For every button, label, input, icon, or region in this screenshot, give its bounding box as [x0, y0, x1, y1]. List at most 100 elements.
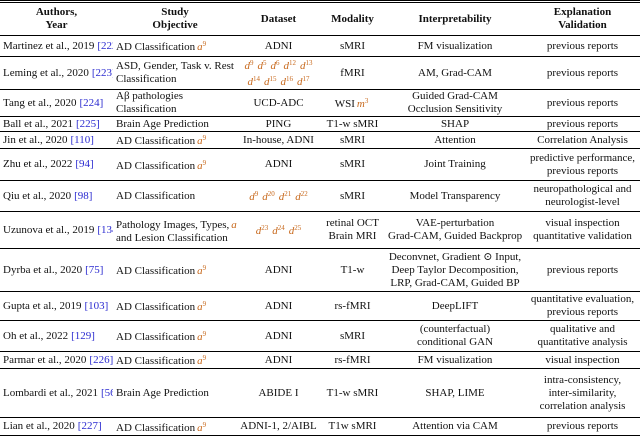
citation: [94] [75, 158, 93, 170]
citation: [227] [78, 420, 102, 432]
cell-line: quantitative analysis [528, 336, 637, 349]
cell-line: neuropathological and [528, 183, 637, 196]
cell-line: inter-similarity, [528, 387, 637, 400]
cell-text: Gupta et al., 2019 [3, 300, 82, 312]
author-cell: Zhu et al., 2022[94] [0, 149, 113, 181]
author-cell: Tang et al., 2020[224] [0, 90, 113, 117]
table-row: Lombardi et al., 2021[56]Brain Age Predi… [0, 369, 640, 418]
cell-text: SHAP, LIME [425, 387, 484, 399]
marker-index: 25 [294, 224, 301, 232]
table-row: Leming et al., 2020[223]ASD, Gender, Tas… [0, 57, 640, 90]
dataset-cell: ADNI [237, 352, 320, 369]
cell-line: In-house, ADNI [240, 134, 317, 147]
cell-line: Jin et al., 2020[110] [3, 134, 110, 147]
marker-index: 9 [203, 264, 207, 272]
cell-text: qualitative and [550, 323, 615, 335]
author-cell: Oh et al., 2022[129] [0, 321, 113, 352]
modality-cell: sMRI [320, 36, 385, 57]
cell-text: Ball et al., 2021 [3, 118, 73, 130]
marker: a9 [197, 41, 206, 53]
interpretability-cell: SHAP, LIME [385, 369, 525, 418]
cell-line: visual inspection [528, 217, 637, 230]
marker-index: 16 [286, 75, 293, 83]
cell-line: previous reports [528, 118, 637, 131]
dataset-cell: ADNI [237, 249, 320, 292]
marker-index: 9 [203, 300, 207, 308]
cell-text: predictive performance, [530, 152, 635, 164]
cell-line: T1-w sMRI [323, 118, 382, 131]
cell-text: ADNI [265, 264, 293, 276]
cell-text: Qiu et al., 2020 [3, 190, 71, 202]
cell-line: AM, Grad-CAM [388, 67, 522, 80]
cell-line: Brain Age Prediction [116, 387, 234, 400]
cell-text: previous reports [547, 118, 618, 130]
cell-line: PING [240, 118, 317, 131]
author-cell: Leming et al., 2020[223] [0, 57, 113, 90]
marker: d13 [300, 60, 313, 72]
cell-text: correlation analysis [540, 400, 626, 412]
marker-index: 9 [203, 330, 207, 338]
marker-index: 5 [263, 59, 267, 67]
modality-cell: sMRI [320, 132, 385, 149]
cell-line: conditional GAN [388, 336, 522, 349]
cell-text: Leming et al., 2020 [3, 67, 89, 79]
cell-text: Lian et al., 2020 [3, 420, 75, 432]
dataset-cell: ABIDE I [237, 369, 320, 418]
cell-text: previous reports [547, 420, 618, 432]
modality-cell: T1-w [320, 249, 385, 292]
marker: a9 [197, 135, 206, 147]
marker-index: 6 [276, 59, 280, 67]
cell-text: FM visualization [418, 40, 493, 52]
validation-cell: Correlation Analysis [525, 132, 640, 149]
cell-line: intra-consistency, [528, 374, 637, 387]
cell-text: quantitative evaluation, [531, 293, 634, 305]
cell-text: Parmar et al., 2020 [3, 354, 86, 366]
validation-cell: previous reports [525, 36, 640, 57]
header-line: Validation [528, 19, 637, 32]
cell-text: neurologist-level [545, 196, 620, 208]
cell-line: ADNI [240, 264, 317, 277]
marker: d15 [264, 76, 277, 88]
cell-text: AD Classification [116, 135, 195, 147]
cell-text: fMRI [340, 67, 364, 79]
cell-line: sMRI [323, 190, 382, 203]
cell-line: Oh et al., 2022[129] [3, 330, 110, 343]
cell-text: ABIDE I [258, 387, 298, 399]
cell-text: conditional GAN [417, 336, 493, 348]
cell-text: quantitative analysis [537, 336, 627, 348]
citation: [110] [70, 134, 93, 146]
cell-line: correlation analysis [528, 400, 637, 413]
marker: a9 [197, 422, 206, 434]
cell-text: In-house, ADNI [243, 134, 314, 146]
cell-text: previous reports [547, 67, 618, 79]
marker: d24 [272, 225, 285, 237]
table-row: Uzunova et al., 2019[134]Pathology Image… [0, 212, 640, 249]
column-header: Authors,Year [0, 2, 113, 36]
interpretability-cell: Attention [385, 132, 525, 149]
dataset-cell: ADNI [237, 36, 320, 57]
cell-text: Guided Grad-CAM [412, 90, 498, 102]
table-body: Martinez et al., 2019[222]AD Classificat… [0, 36, 640, 436]
cell-text: retinal OCT [326, 217, 379, 229]
author-cell: Qiu et al., 2020[98] [0, 181, 113, 212]
cell-line: AD Classification [116, 190, 234, 203]
interpretability-cell: SHAP [385, 117, 525, 132]
cell-line: Occlusion Sensitivity [388, 103, 522, 116]
validation-cell: previous reports [525, 57, 640, 90]
marker-letter: m [357, 98, 365, 110]
cell-line: sMRI [323, 134, 382, 147]
cell-text: T1w sMRI [329, 420, 377, 432]
cell-line: previous reports [528, 306, 637, 319]
header-line: Dataset [240, 13, 317, 26]
citation: [226] [89, 354, 113, 366]
